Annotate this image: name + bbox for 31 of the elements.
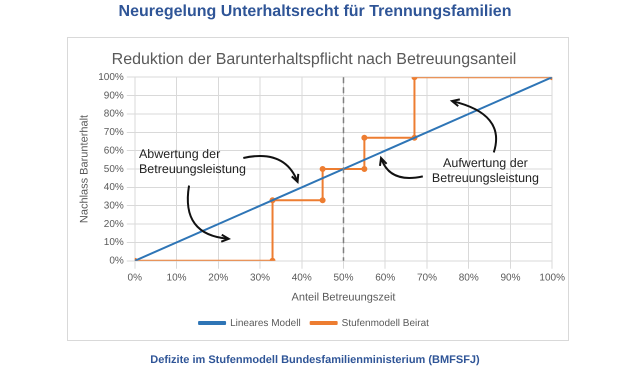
x-tick-label: 60% (375, 272, 396, 284)
y-tick-label: 50% (104, 164, 124, 175)
y-tick-label: 70% (104, 127, 124, 138)
legend-label: Lineares Modell (230, 318, 301, 329)
y-tick-label: 30% (104, 200, 124, 212)
x-tick-label: 40% (292, 272, 312, 284)
x-tick-label: 100% (539, 272, 566, 284)
x-tick-label: 90% (500, 272, 521, 284)
y-tick-label: 10% (104, 237, 124, 248)
x-tick-label: 10% (166, 272, 187, 284)
y-tick-label: 60% (104, 145, 124, 156)
x-axis-title: Anteil Betreuungszeit (292, 291, 396, 304)
x-tick-label: 0% (128, 272, 142, 284)
y-tick-label: 0% (109, 256, 124, 267)
chart-subtitle: Reduktion der Barunterhaltspflicht nach Betreuungsanteil (112, 51, 516, 68)
x-tick-label: 20% (208, 272, 228, 284)
annotation: Aufwertung der Betreuungsleistung (430, 156, 540, 186)
y-tick-label: 80% (104, 108, 124, 120)
y-tick-label: 100% (98, 72, 124, 83)
x-tick-label: 30% (250, 272, 270, 284)
x-tick-label: 80% (458, 272, 479, 284)
legend-label: Stufenmodell Beirat (342, 318, 430, 329)
chart-title: Neuregelung Unterhaltsrecht für Trennungsfamilien (118, 3, 512, 21)
x-tick-label: 50% (333, 272, 354, 284)
y-tick-label: 20% (104, 218, 124, 230)
y-tick-label: 90% (104, 90, 124, 102)
y-axis-title: Nachlass Barunterhalt (78, 114, 91, 224)
text: Defizite im Stufenmodell Bundesfamilienministerium (BMFSFJ) (149, 354, 481, 366)
x-tick-label: 70% (416, 272, 438, 284)
annotation: Abwertung der Betreuungsleistung (138, 146, 247, 177)
y-tick-label: 40% (104, 182, 124, 194)
